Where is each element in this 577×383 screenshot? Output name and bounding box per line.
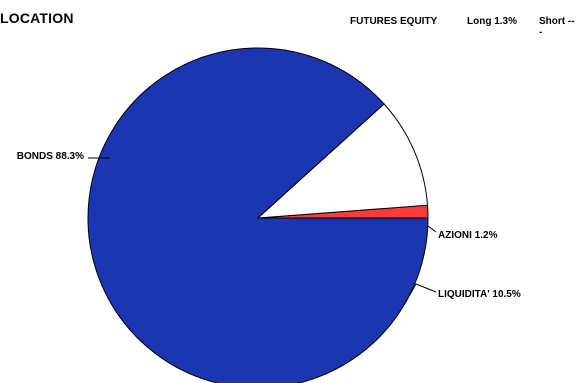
pie-slice-bonds — [87, 47, 429, 383]
futures-equity-label: FUTURES EQUITY — [350, 16, 438, 27]
leader-line-liquidita — [402, 283, 437, 308]
slice-label-azioni: AZIONI 1.2% — [438, 230, 498, 241]
chart-title: LOCATION — [0, 10, 74, 26]
futures-long-value: Long 1.3% — [467, 16, 518, 27]
futures-short-value: Short --- — [539, 16, 575, 38]
pie-slice-liquidita — [256, 103, 429, 219]
slice-label-bonds: BONDS 88.3% — [17, 151, 84, 162]
leader-line-azioni — [427, 225, 437, 233]
slice-label-liquidita: LIQUIDITA' 10.5% — [438, 289, 521, 300]
